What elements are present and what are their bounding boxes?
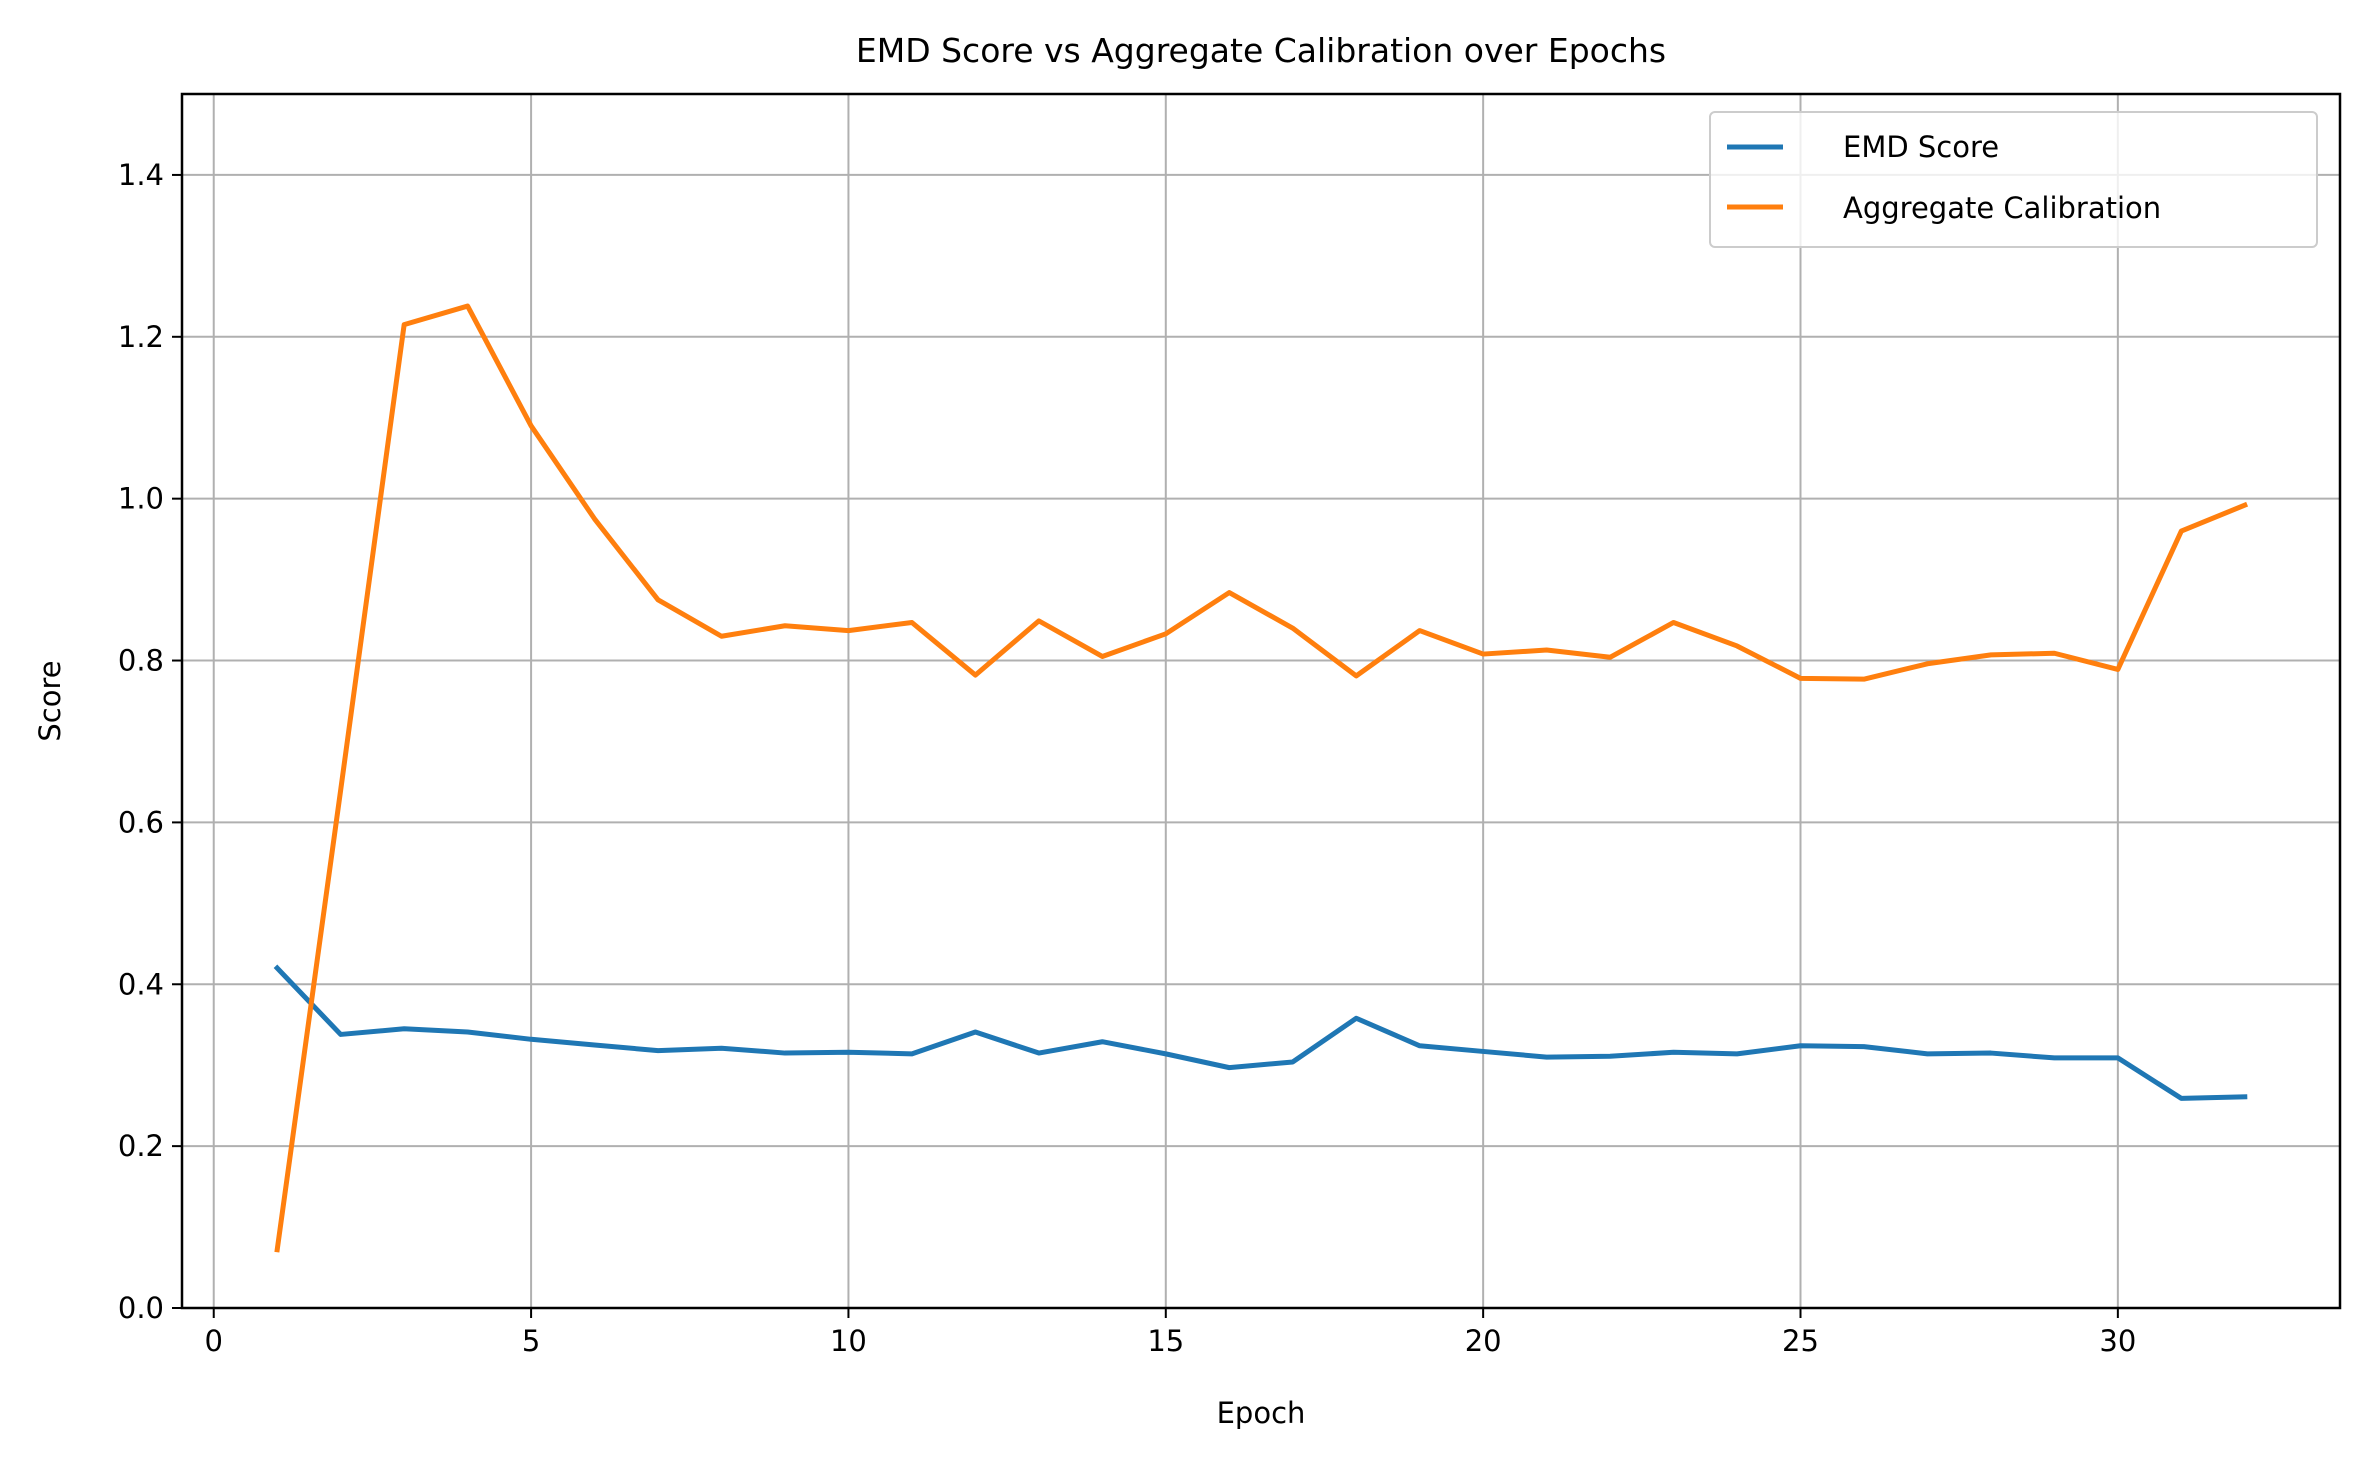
series-line-emd-score bbox=[273, 964, 2248, 1101]
x-tick-label: 10 bbox=[830, 1324, 867, 1358]
x-tick-label: 15 bbox=[1147, 1324, 1184, 1358]
y-tick-label: 1.2 bbox=[118, 320, 164, 354]
x-tick-label: 5 bbox=[522, 1324, 540, 1358]
grid bbox=[182, 94, 2340, 1309]
legend-box bbox=[1709, 111, 2318, 248]
x-tick-label: 30 bbox=[2099, 1324, 2136, 1358]
y-tick-label: 1.0 bbox=[118, 482, 164, 516]
y-axis-label: Score bbox=[33, 660, 67, 741]
series-lines bbox=[273, 303, 2249, 1253]
chart-title: EMD Score vs Aggregate Calibration over … bbox=[856, 31, 1666, 70]
axis-ticks: 0 5 10 15 20 25 30 0.0 0.2 0.4 0.6 0.8 1.0 1.2 1.4 bbox=[118, 158, 2136, 1358]
plot-frame bbox=[180, 92, 2342, 1310]
y-tick-label: 0.2 bbox=[118, 1129, 164, 1163]
y-tick-label: 0.8 bbox=[118, 644, 164, 678]
x-axis-label: Epoch bbox=[1217, 1396, 1306, 1430]
legend: EMD Score Aggregate Calibration bbox=[1709, 111, 2318, 248]
legend-label-aggregate-calibration: Aggregate Calibration bbox=[1843, 191, 2161, 225]
x-tick-label: 0 bbox=[205, 1324, 223, 1358]
y-tick-label: 1.4 bbox=[118, 158, 164, 192]
x-tick-label: 25 bbox=[1782, 1324, 1819, 1358]
y-tick-label: 0.0 bbox=[118, 1291, 164, 1325]
y-tick-label: 0.4 bbox=[118, 967, 164, 1001]
x-tick-label: 20 bbox=[1465, 1324, 1502, 1358]
y-tick-label: 0.6 bbox=[118, 805, 164, 839]
series-line-aggregate-calibration bbox=[274, 303, 2249, 1253]
legend-label-emd-score: EMD Score bbox=[1843, 130, 1999, 164]
